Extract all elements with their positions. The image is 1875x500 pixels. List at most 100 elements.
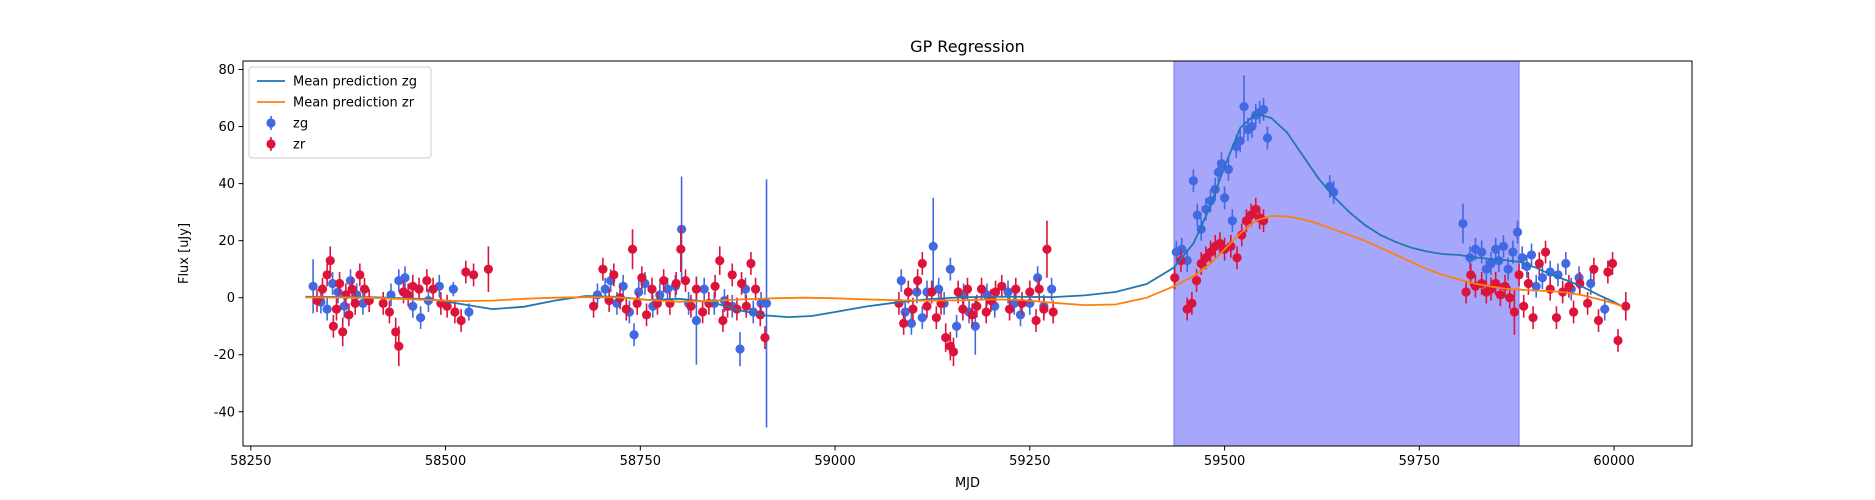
data-point (896, 275, 906, 286)
data-point (1262, 133, 1273, 143)
data-point (629, 330, 639, 340)
data-point (1015, 310, 1026, 320)
data-point (600, 284, 610, 294)
y-tick-label: 80 (218, 63, 235, 78)
data-point (761, 298, 772, 309)
legend-marker-swatch (266, 118, 276, 128)
plot-content (305, 75, 1631, 428)
data-point (1519, 301, 1529, 311)
data-point (990, 287, 1001, 297)
data-point (1600, 304, 1610, 314)
data-point (1227, 216, 1237, 226)
data-point (355, 270, 365, 280)
data-point (691, 284, 701, 294)
legend-label: zr (293, 138, 306, 153)
data-point (621, 304, 631, 314)
data-point (1011, 284, 1021, 294)
data-point (1534, 258, 1544, 269)
data-point (1491, 244, 1501, 254)
data-point (598, 264, 608, 274)
data-point (1003, 287, 1013, 297)
data-point (1526, 250, 1537, 260)
data-point (1458, 218, 1468, 229)
data-point (1251, 204, 1261, 214)
data-point (927, 287, 937, 297)
data-point (325, 256, 335, 266)
plot-frame (242, 60, 1693, 447)
x-tick-label: 60000 (1593, 454, 1634, 469)
data-point (1486, 258, 1496, 269)
data-point (1047, 284, 1057, 294)
data-point (345, 275, 356, 286)
data-point (1170, 273, 1180, 283)
data-point (408, 301, 418, 311)
data-point (1048, 307, 1058, 317)
data-point (1603, 267, 1613, 277)
plot-area (305, 60, 1631, 447)
x-tick-label: 59750 (1399, 454, 1440, 469)
data-point (741, 301, 751, 311)
data-point (1004, 304, 1015, 314)
data-point (1537, 273, 1548, 283)
x-tick-label: 59500 (1204, 454, 1245, 469)
data-point (1540, 247, 1551, 257)
data-point (1498, 241, 1509, 251)
data-point (1042, 244, 1052, 254)
data-point (637, 273, 647, 283)
data-point (735, 344, 745, 354)
y-tick-label: 60 (218, 120, 235, 135)
data-point (414, 284, 424, 294)
data-point (1586, 278, 1596, 289)
data-point (1495, 290, 1505, 300)
data-point (1561, 258, 1571, 269)
chart-title: GP Regression (910, 37, 1025, 56)
data-point (1216, 159, 1227, 169)
data-point (1589, 264, 1599, 274)
data-point (699, 284, 709, 294)
data-point (986, 295, 996, 306)
data-point (1187, 298, 1197, 309)
data-point (1505, 293, 1515, 303)
data-point (1551, 313, 1562, 323)
data-point (1613, 335, 1623, 346)
data-point (1508, 247, 1518, 257)
data-point (464, 307, 474, 317)
data-point (1239, 102, 1249, 112)
data-point (442, 301, 452, 311)
data-point (945, 264, 955, 274)
legend-label: zg (293, 117, 308, 132)
data-point (1033, 273, 1043, 283)
data-point (736, 278, 747, 289)
legend-label: Mean prediction zg (293, 75, 417, 90)
data-point (422, 275, 432, 286)
data-point (1188, 176, 1199, 186)
data-point (428, 284, 438, 294)
data-point (917, 313, 927, 323)
series-zr (312, 197, 1631, 367)
data-point (1523, 278, 1534, 289)
x-tick-label: 58500 (425, 454, 466, 469)
data-point (928, 241, 938, 251)
data-point (391, 327, 401, 337)
data-point (934, 284, 944, 294)
line-mean-prediction-zg (305, 112, 1623, 319)
data-point (1213, 167, 1223, 177)
data-point (691, 315, 701, 326)
data-point (1564, 281, 1574, 291)
data-point (746, 258, 756, 269)
data-point (416, 313, 426, 323)
data-point (317, 284, 328, 294)
data-point (641, 310, 652, 320)
data-point (908, 304, 918, 314)
data-point (450, 307, 460, 317)
data-point (906, 318, 917, 328)
data-point (1503, 264, 1513, 274)
data-point (760, 333, 770, 343)
data-point (627, 244, 638, 254)
y-axis-label: Flux [uJy] (177, 223, 192, 284)
legend-label: Mean prediction zr (293, 96, 415, 111)
data-point (1461, 287, 1471, 297)
data-point (338, 327, 348, 337)
data-point (970, 321, 980, 331)
